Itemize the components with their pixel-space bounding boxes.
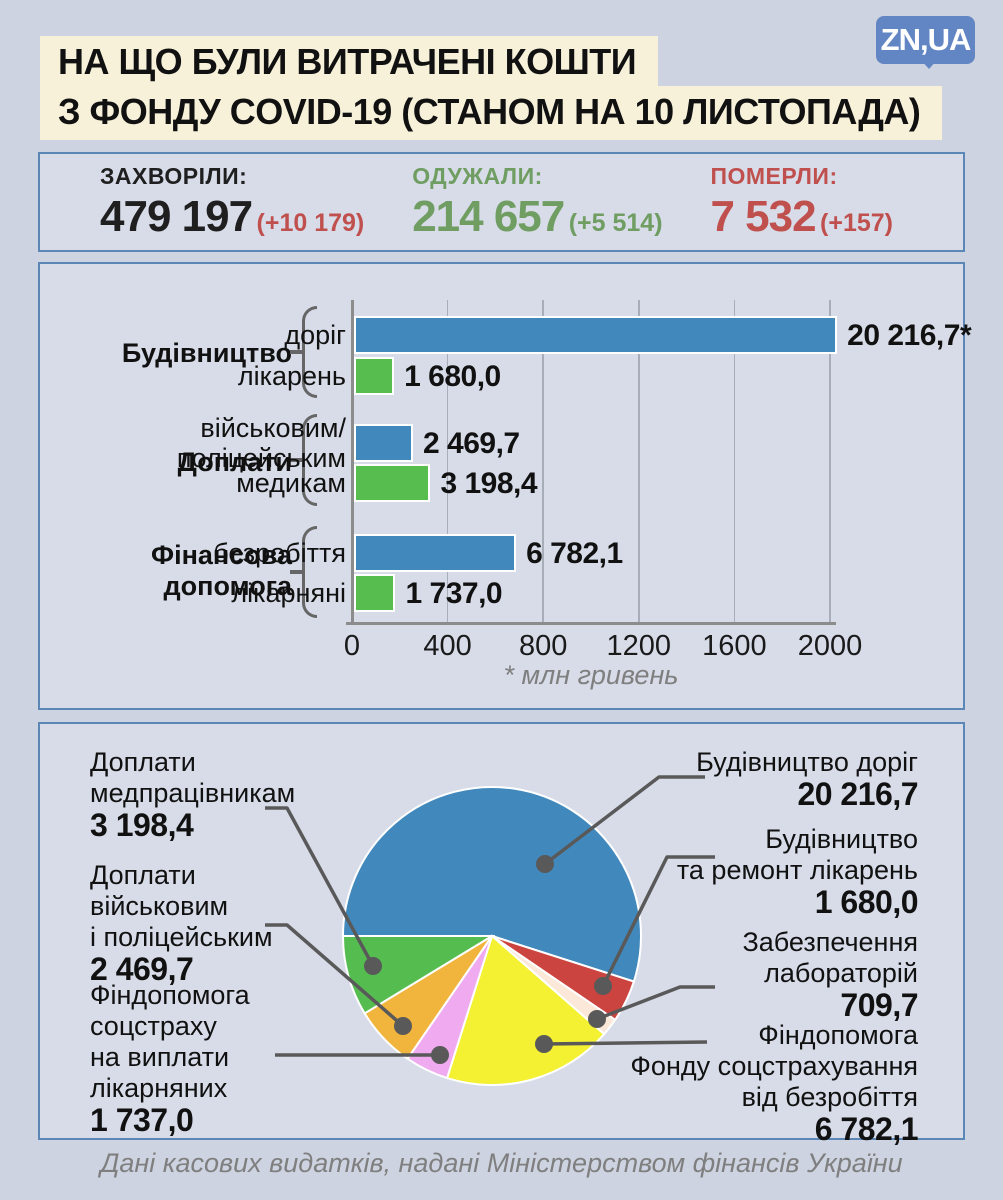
stat-infected-delta: (+10 179) bbox=[256, 208, 365, 237]
bar-label: лікарняні bbox=[231, 578, 346, 608]
gridline-1200 bbox=[638, 300, 640, 622]
stat-dead-delta: (+157) bbox=[820, 208, 893, 237]
bar-value: 20 216,7* bbox=[847, 319, 972, 352]
stat-dead: ПОМЕРЛИ: 7 532 (+157) bbox=[710, 163, 893, 242]
pie-callout-value: 1 680,0 bbox=[814, 884, 919, 920]
bar-chart-footnote: * млн гривень bbox=[503, 660, 679, 690]
bar-label: військовим/поліцейським bbox=[176, 413, 346, 473]
stat-infected-label: ЗАХВОРІЛИ: bbox=[100, 162, 248, 189]
stat-dead-label: ПОМЕРЛИ: bbox=[710, 162, 838, 189]
pie-slice-6 bbox=[341, 935, 496, 1015]
stat-recovered-delta: (+5 514) bbox=[568, 208, 663, 237]
leader-dot-4 bbox=[594, 977, 612, 995]
pie-callout-value: 1 737,0 bbox=[90, 1102, 194, 1138]
x-tick-400: 400 bbox=[423, 630, 472, 662]
leader-line-6 bbox=[543, 1040, 708, 1046]
leader-line-3 bbox=[543, 775, 705, 866]
pie-callout-value: 20 216,7 bbox=[797, 776, 918, 812]
page-title-line2: З ФОНДУ COVID-19 (СТАНОМ НА 10 ЛИСТОПАДА… bbox=[40, 86, 943, 140]
bar-blue bbox=[353, 316, 837, 354]
znua-logo-text: ZN,UA bbox=[880, 22, 972, 57]
bar-label: медикам bbox=[236, 468, 346, 498]
bar-label: безробіття bbox=[213, 538, 346, 568]
stat-infected-value: 479 197 bbox=[100, 191, 253, 241]
bar-green bbox=[353, 574, 395, 612]
leader-dot-5 bbox=[588, 1010, 606, 1028]
bar-chart-plot: 0 400 800 1200 1600 2000 Будівництво доріг 20 21… bbox=[40, 264, 972, 708]
bar-value: 3 198,4 bbox=[440, 467, 538, 500]
leader-line-5 bbox=[596, 985, 715, 1021]
gridline-1600 bbox=[733, 300, 736, 622]
x-tick-2000: 2000 bbox=[797, 630, 863, 662]
gridline-400 bbox=[446, 300, 449, 622]
leader-dot-2 bbox=[431, 1046, 449, 1064]
stat-recovered-label: ОДУЖАЛИ: bbox=[412, 162, 543, 189]
x-tick-1200: 1200 bbox=[606, 630, 672, 662]
bar-green bbox=[353, 464, 430, 502]
covid-stats-panel: ЗАХВОРІЛИ: 479 197 (+10 179) ОДУЖАЛИ: 21… bbox=[38, 152, 965, 252]
pie-chart bbox=[265, 775, 715, 1086]
leader-dot-1 bbox=[394, 1017, 412, 1035]
bar-group-label: Будівництво bbox=[121, 338, 292, 368]
gridline-0 bbox=[350, 300, 354, 622]
bar-label: доріг bbox=[284, 320, 346, 350]
bar-value: 2 469,7 bbox=[423, 427, 520, 460]
leader-line-0 bbox=[265, 806, 375, 967]
bar-green bbox=[353, 357, 394, 395]
page-title-line1: НА ЩО БУЛИ ВИТРАЧЕНІ КОШТИ bbox=[40, 36, 659, 90]
bar-blue bbox=[353, 424, 413, 462]
znua-logo[interactable]: ZN,UA bbox=[876, 16, 975, 69]
bar-blue bbox=[353, 534, 516, 572]
stat-recovered: ОДУЖАЛИ: 214 657 (+5 514) bbox=[412, 163, 662, 242]
pie-callout-1: Доплати військовим і поліцейським 2 469,7 bbox=[90, 860, 273, 987]
bar-value: 6 782,1 bbox=[526, 537, 623, 570]
source-note: Дані касових видатків, надані Міністерст… bbox=[100, 1148, 903, 1178]
bar-group-bracket bbox=[290, 526, 317, 618]
bar-chart-panel: 0 400 800 1200 1600 2000 Будівництво доріг 20 21… bbox=[38, 262, 972, 710]
x-axis-line bbox=[346, 622, 836, 625]
x-tick-800: 800 bbox=[518, 630, 568, 662]
pie-chart-panel: Доплати медпрацівникам 3 198,4 Доплати війсь… bbox=[38, 722, 965, 1145]
bar-group-label: Фінансова допомога bbox=[151, 540, 292, 601]
gridline-800 bbox=[542, 300, 544, 622]
x-tick-1600: 1600 bbox=[702, 630, 767, 662]
leader-line-1 bbox=[265, 923, 405, 1028]
stat-infected: ЗАХВОРІЛИ: 479 197 (+10 179) bbox=[100, 163, 364, 242]
pie-callout-5: Забезпечення лабораторій 709,7 bbox=[742, 927, 918, 1023]
pie-callout-0: Доплати медпрацівникам 3 198,4 bbox=[90, 747, 296, 843]
bar-label: лікарень bbox=[237, 361, 346, 391]
bar-group-label: Доплати bbox=[177, 447, 292, 477]
leader-line-4 bbox=[601, 855, 715, 987]
pie-callout-value: 709,7 bbox=[840, 987, 918, 1023]
gridline-2000 bbox=[829, 300, 831, 622]
stat-dead-value: 7 532 bbox=[710, 191, 816, 241]
bar-group-bracket bbox=[290, 306, 317, 398]
stat-recovered-value: 214 657 bbox=[412, 191, 565, 241]
leader-dot-6 bbox=[535, 1035, 553, 1053]
pie-callout-2: Фіндопомога соцстраху на виплати лікарняних… bbox=[90, 980, 250, 1138]
pie-callout-6: Фіндопомога Фонду соцстрахування від безро… bbox=[630, 1020, 919, 1147]
pie-callout-value: 6 782,1 bbox=[814, 1111, 919, 1147]
bar-group-bracket bbox=[290, 414, 317, 506]
bar-value: 1 680,0 bbox=[404, 360, 501, 393]
pie-callout-value: 3 198,4 bbox=[90, 807, 194, 843]
leader-dot-0 bbox=[364, 957, 382, 975]
x-tick-0: 0 bbox=[343, 630, 361, 662]
pie-callout-4: Будівництво та ремонт лікарень 1 680,0 bbox=[676, 824, 919, 920]
bar-value: 1 737,0 bbox=[405, 577, 503, 610]
leader-dot-3 bbox=[536, 855, 554, 873]
pie-callout-3: Будівництво доріг 20 216,7 bbox=[696, 747, 918, 812]
pie-callout-value: 2 469,7 bbox=[90, 951, 194, 987]
